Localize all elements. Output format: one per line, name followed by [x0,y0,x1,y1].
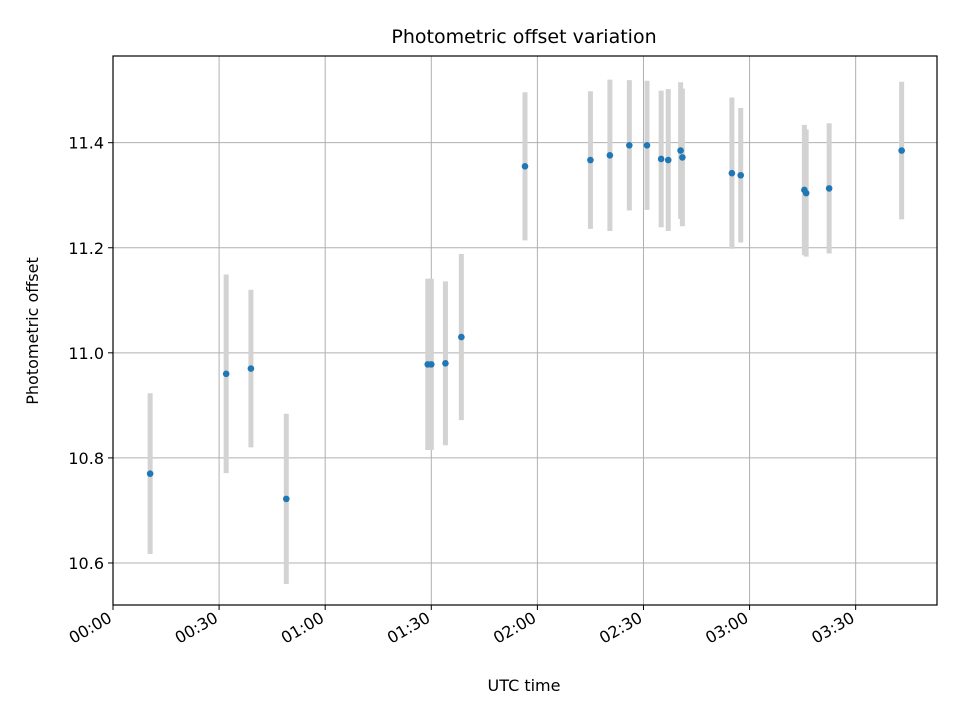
data-point [521,163,529,170]
data-point [458,333,465,341]
data-point [825,185,833,192]
data-point [679,154,686,161]
data-point [626,142,633,149]
data-point [664,156,672,164]
data-point [737,171,745,179]
y-tick-label: 10.6 [68,554,104,573]
data-point [606,151,614,159]
data-point [643,142,651,149]
data-point [728,169,736,177]
data-point [587,156,594,164]
data-points [146,142,905,503]
data-point [657,155,665,163]
data-point [146,470,154,477]
data-point [282,495,290,503]
data-point [222,370,230,378]
y-tick-label: 11.0 [68,344,104,363]
data-point [442,360,449,367]
data-point [898,147,905,154]
y-tick-label: 11.2 [68,239,104,258]
y-tick-label: 10.8 [68,449,104,468]
y-axis-label: Photometric offset [23,257,42,405]
data-point [247,365,255,372]
data-point [427,361,435,368]
data-point [802,189,810,197]
y-tick-label: 11.4 [68,134,104,153]
plot-frame [112,55,938,606]
chart-title: Photometric offset variation [391,26,656,48]
data-point [677,147,684,154]
y-axis-ticks: 10.6 10.8 11.0 11.2 11.4 [68,134,113,573]
x-axis-label: UTC time [488,676,561,695]
